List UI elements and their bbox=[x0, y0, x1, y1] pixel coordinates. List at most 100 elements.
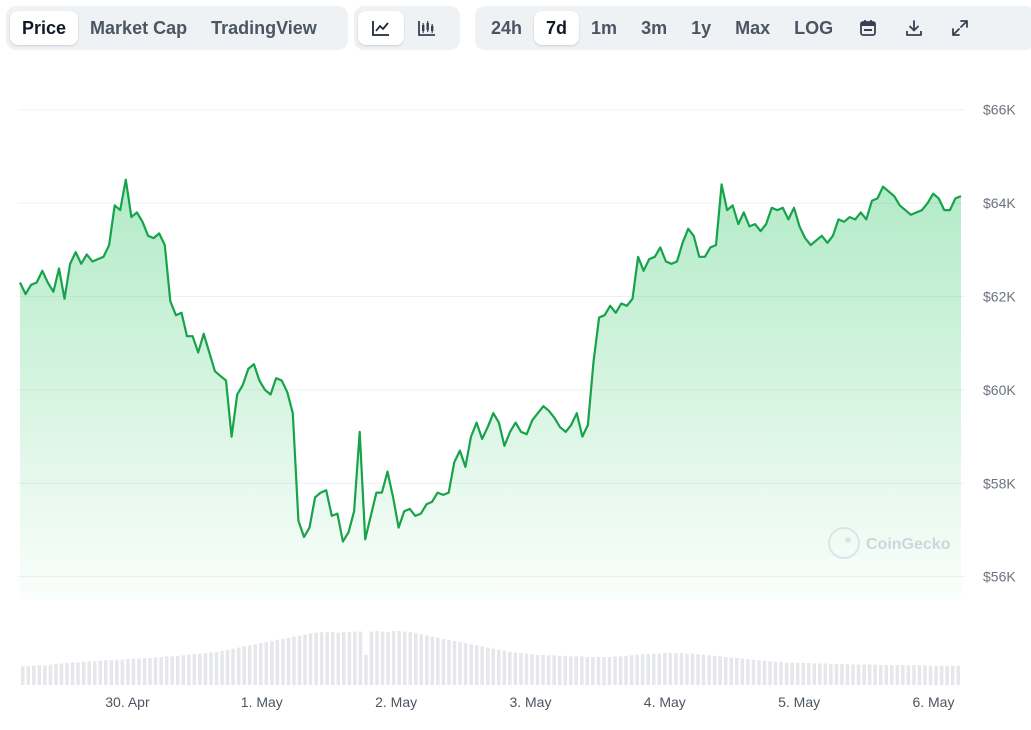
y-tick-label: $56K bbox=[983, 569, 1016, 585]
range-3m-button[interactable]: 3m bbox=[641, 17, 668, 38]
volume-bar bbox=[557, 655, 562, 686]
volume-bar bbox=[26, 666, 30, 685]
tab-market-cap[interactable]: Market Cap bbox=[90, 17, 188, 38]
volume-bar bbox=[629, 655, 634, 685]
volume-bar bbox=[220, 650, 224, 685]
coingecko-watermark: CoinGecko bbox=[828, 527, 951, 559]
volume-bar bbox=[380, 631, 385, 685]
volume-bar bbox=[784, 662, 789, 685]
volume-bar bbox=[795, 663, 800, 685]
volume-bar bbox=[491, 648, 495, 685]
volume-bar bbox=[807, 663, 811, 685]
range-24h-button[interactable]: 24h bbox=[491, 17, 523, 38]
volume-bar bbox=[840, 664, 844, 685]
volume-bar bbox=[668, 653, 673, 685]
volume-bar bbox=[447, 639, 451, 685]
volume-bar bbox=[331, 632, 335, 685]
volume-bar bbox=[198, 653, 202, 685]
volume-bar bbox=[414, 633, 418, 685]
volume-bar bbox=[425, 635, 429, 685]
volume-bar bbox=[358, 631, 363, 685]
volume-bar bbox=[812, 663, 816, 685]
volume-bar bbox=[391, 631, 396, 685]
volume-bar bbox=[48, 664, 53, 685]
volume-bar bbox=[923, 665, 927, 685]
volume-bar bbox=[325, 632, 329, 685]
volume-bar bbox=[480, 646, 484, 685]
volume-bar bbox=[652, 653, 656, 685]
volume-bar bbox=[746, 659, 750, 685]
volume-bar bbox=[43, 665, 47, 685]
volume-bar bbox=[834, 664, 839, 685]
volume-bar bbox=[862, 664, 866, 685]
x-tick-label: 3. May bbox=[509, 694, 551, 710]
fullscreen-button[interactable] bbox=[937, 11, 983, 45]
volume-bar bbox=[696, 654, 700, 685]
volume-bar bbox=[264, 642, 268, 685]
volume-bar bbox=[779, 661, 783, 685]
volume-bar bbox=[773, 661, 778, 685]
volume-bar bbox=[729, 657, 733, 685]
x-tick-label: 30. Apr bbox=[105, 694, 150, 710]
volume-bar bbox=[851, 664, 855, 685]
watermark-text: CoinGecko bbox=[866, 536, 951, 553]
coingecko-logo-icon bbox=[828, 527, 860, 559]
volume-bar bbox=[104, 660, 108, 686]
volume-bar bbox=[176, 655, 180, 686]
volume-bar bbox=[32, 665, 36, 686]
volume-bar bbox=[895, 665, 900, 685]
volume-bar bbox=[126, 659, 130, 685]
volume-bar bbox=[801, 663, 805, 685]
range-max-button[interactable]: Max bbox=[735, 17, 771, 38]
volume-bar bbox=[906, 665, 911, 685]
volume-bar bbox=[70, 662, 75, 685]
line-chart-icon bbox=[372, 21, 389, 36]
volume-bar bbox=[76, 662, 80, 685]
calendar-icon bbox=[860, 20, 877, 36]
x-tick-label: 6. May bbox=[912, 694, 954, 710]
y-axis-labels: $66K $64K $62K $60K $58K $56K bbox=[983, 102, 1016, 585]
volume-bar bbox=[187, 654, 191, 686]
y-tick-label: $66K bbox=[983, 102, 1016, 118]
tab-tradingview[interactable]: TradingView bbox=[211, 17, 317, 38]
volume-bar bbox=[214, 652, 219, 685]
volume-bar bbox=[901, 665, 905, 685]
calendar-button[interactable] bbox=[845, 11, 891, 45]
volume-bar bbox=[751, 659, 756, 685]
volume-bar bbox=[845, 664, 850, 685]
volume-bar bbox=[375, 631, 379, 685]
volume-bar bbox=[945, 665, 949, 686]
log-scale-button[interactable]: LOG bbox=[794, 17, 834, 38]
volume-bar bbox=[928, 665, 933, 686]
volume-bar bbox=[640, 654, 645, 685]
volume-bar bbox=[170, 656, 174, 685]
candlestick-chart-button[interactable] bbox=[404, 11, 450, 45]
volume-bar bbox=[856, 664, 861, 685]
range-7d-button[interactable]: 7d bbox=[534, 11, 580, 45]
volume-bar bbox=[646, 654, 650, 685]
tab-price[interactable]: Price bbox=[10, 11, 79, 45]
volume-bar bbox=[203, 653, 208, 685]
range-1y-button[interactable]: 1y bbox=[691, 17, 712, 38]
volume-bar bbox=[142, 658, 147, 685]
range-selector: 24h 7d 1m 3m 1y Max LOG bbox=[475, 6, 1031, 50]
download-button[interactable] bbox=[891, 11, 937, 45]
volume-bar bbox=[342, 632, 346, 685]
volume-bar bbox=[613, 656, 617, 685]
chart-type-toggle bbox=[354, 6, 460, 50]
volume-bar bbox=[690, 653, 695, 685]
volume-bar bbox=[724, 657, 728, 686]
volume-bar bbox=[148, 658, 152, 685]
volume-bar bbox=[369, 631, 374, 685]
volume-bar bbox=[65, 663, 69, 685]
volume-bar bbox=[718, 656, 722, 685]
chart-toolbar: Price Market Cap TradingView 24h 7d 1m 3… bbox=[4, 6, 1031, 52]
volume-bar bbox=[441, 638, 446, 685]
x-tick-label: 5. May bbox=[778, 694, 820, 710]
volume-bar bbox=[436, 637, 440, 685]
volume-bar bbox=[81, 661, 86, 685]
range-1m-button[interactable]: 1m bbox=[591, 17, 618, 38]
line-chart-button[interactable] bbox=[358, 11, 404, 45]
volume-bar bbox=[823, 663, 828, 685]
